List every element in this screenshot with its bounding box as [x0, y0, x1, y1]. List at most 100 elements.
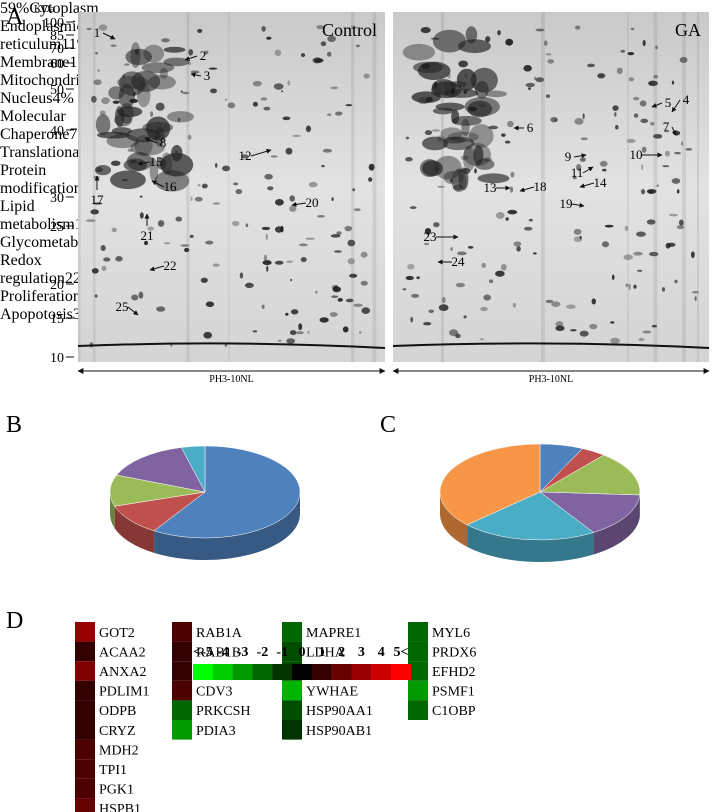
gel-spot: [450, 87, 456, 95]
spot-arrow: [582, 166, 594, 174]
gene-label: C1OBP: [432, 704, 476, 719]
gel-spot: [579, 235, 582, 240]
gel-smear: [457, 39, 491, 54]
gel-spot: [245, 223, 249, 228]
spot-arrow: [137, 160, 151, 166]
gel-spot: [337, 297, 343, 302]
gel-smear: [125, 48, 153, 66]
gel-spot: [344, 225, 353, 232]
gel-spot: [231, 220, 240, 227]
gel-spot: [441, 296, 446, 304]
gel-spot: [636, 231, 646, 237]
gel-spot: [628, 77, 635, 82]
gel-spot: [674, 151, 681, 155]
gel-spot: [286, 338, 296, 344]
spot-arrow: [671, 126, 677, 136]
gel-smear: [108, 86, 125, 100]
gel-smear: [95, 114, 111, 135]
gel-spot: [187, 61, 192, 66]
category-label: Proliferation & Apopotosis: [0, 288, 98, 323]
pie-side: [110, 492, 115, 529]
gel-spot: [91, 95, 97, 103]
gel-spot: [646, 219, 656, 225]
gel-spot: [481, 262, 486, 268]
gel-spot: [235, 188, 243, 195]
heatmap-cell: [282, 680, 302, 701]
gel-front: [77, 342, 386, 349]
gel-spot: [665, 150, 671, 157]
gel-spot: [449, 329, 459, 337]
gene-label: PDIA3: [196, 724, 236, 739]
spot-label: 20: [306, 195, 319, 210]
gel-smear: [111, 127, 132, 135]
gel-spot: [110, 44, 117, 48]
gel-spot: [447, 72, 451, 79]
gel-spot: [329, 312, 338, 317]
category-label: Membrane: [0, 54, 70, 71]
gel-spot: [210, 88, 217, 94]
gel-spot: [134, 49, 140, 55]
spot-arrow: [144, 137, 158, 144]
spot-arrow: [184, 55, 198, 61]
pie-side: [440, 492, 468, 547]
gel-spot: [361, 307, 371, 315]
gel-spot: [601, 241, 610, 248]
gel-spot: [663, 129, 670, 133]
gel-spot: [456, 168, 463, 173]
heatmap-cell: [408, 622, 428, 642]
gel-streak: [653, 12, 658, 362]
gel-spot: [555, 321, 564, 327]
gel-smear: [469, 124, 494, 148]
colorbar-cell: [193, 664, 213, 680]
gel-spot: [528, 87, 531, 90]
gene-label: PRKCSH: [196, 704, 250, 719]
gene-label: CRYZ: [99, 724, 136, 739]
gel-smear: [118, 71, 146, 96]
kda-label: 25: [50, 220, 64, 235]
gel-spot: [101, 97, 110, 105]
category-label: Redox regulation: [0, 252, 65, 287]
gel-spot: [314, 58, 324, 63]
gel-spot: [639, 100, 647, 107]
kda-label: 100: [43, 16, 64, 31]
gel-spot: [676, 189, 680, 194]
gel-spot: [456, 251, 467, 256]
gel-spot: [280, 225, 284, 233]
gel-spot: [205, 240, 214, 245]
gel-smear: [134, 135, 153, 157]
gel-spot: [602, 168, 607, 172]
gel-spot: [428, 309, 435, 313]
gel-spot: [170, 344, 173, 347]
gel-spot: [438, 304, 449, 312]
gel-smear: [443, 136, 466, 144]
pie-label: Endoplasmic reticulum11%: [0, 18, 90, 54]
gel-spot: [545, 52, 552, 56]
gel-spot: [628, 283, 631, 291]
spot-label: 7: [663, 119, 670, 134]
spot-label: 4: [683, 92, 690, 107]
gel-spot: [252, 101, 258, 107]
pie-slice: [180, 445, 206, 493]
gel-spot: [685, 148, 692, 151]
gel-spot: [545, 299, 554, 304]
gene-label: MYL6: [432, 626, 470, 641]
gel-spot: [671, 178, 681, 184]
gel-spot: [285, 312, 289, 316]
heatmap-cell: [282, 622, 302, 642]
gel-streak: [696, 12, 699, 362]
heatmap-cell: [282, 720, 302, 740]
gel-spot: [132, 91, 136, 96]
kda-label: 10: [50, 351, 64, 366]
gene-label: RAB1A: [196, 626, 243, 641]
gel-spot: [610, 321, 615, 324]
colorbar-label: -3: [237, 645, 249, 660]
gel-spot: [353, 303, 363, 308]
gel-spot: [582, 113, 585, 120]
heatmap-cell: [75, 622, 95, 642]
spot-label: 12: [239, 148, 252, 163]
spot-arrow: [127, 306, 139, 316]
gel-spot: [264, 173, 273, 180]
gel-spot: [640, 118, 649, 124]
pie-slice: [539, 454, 641, 496]
